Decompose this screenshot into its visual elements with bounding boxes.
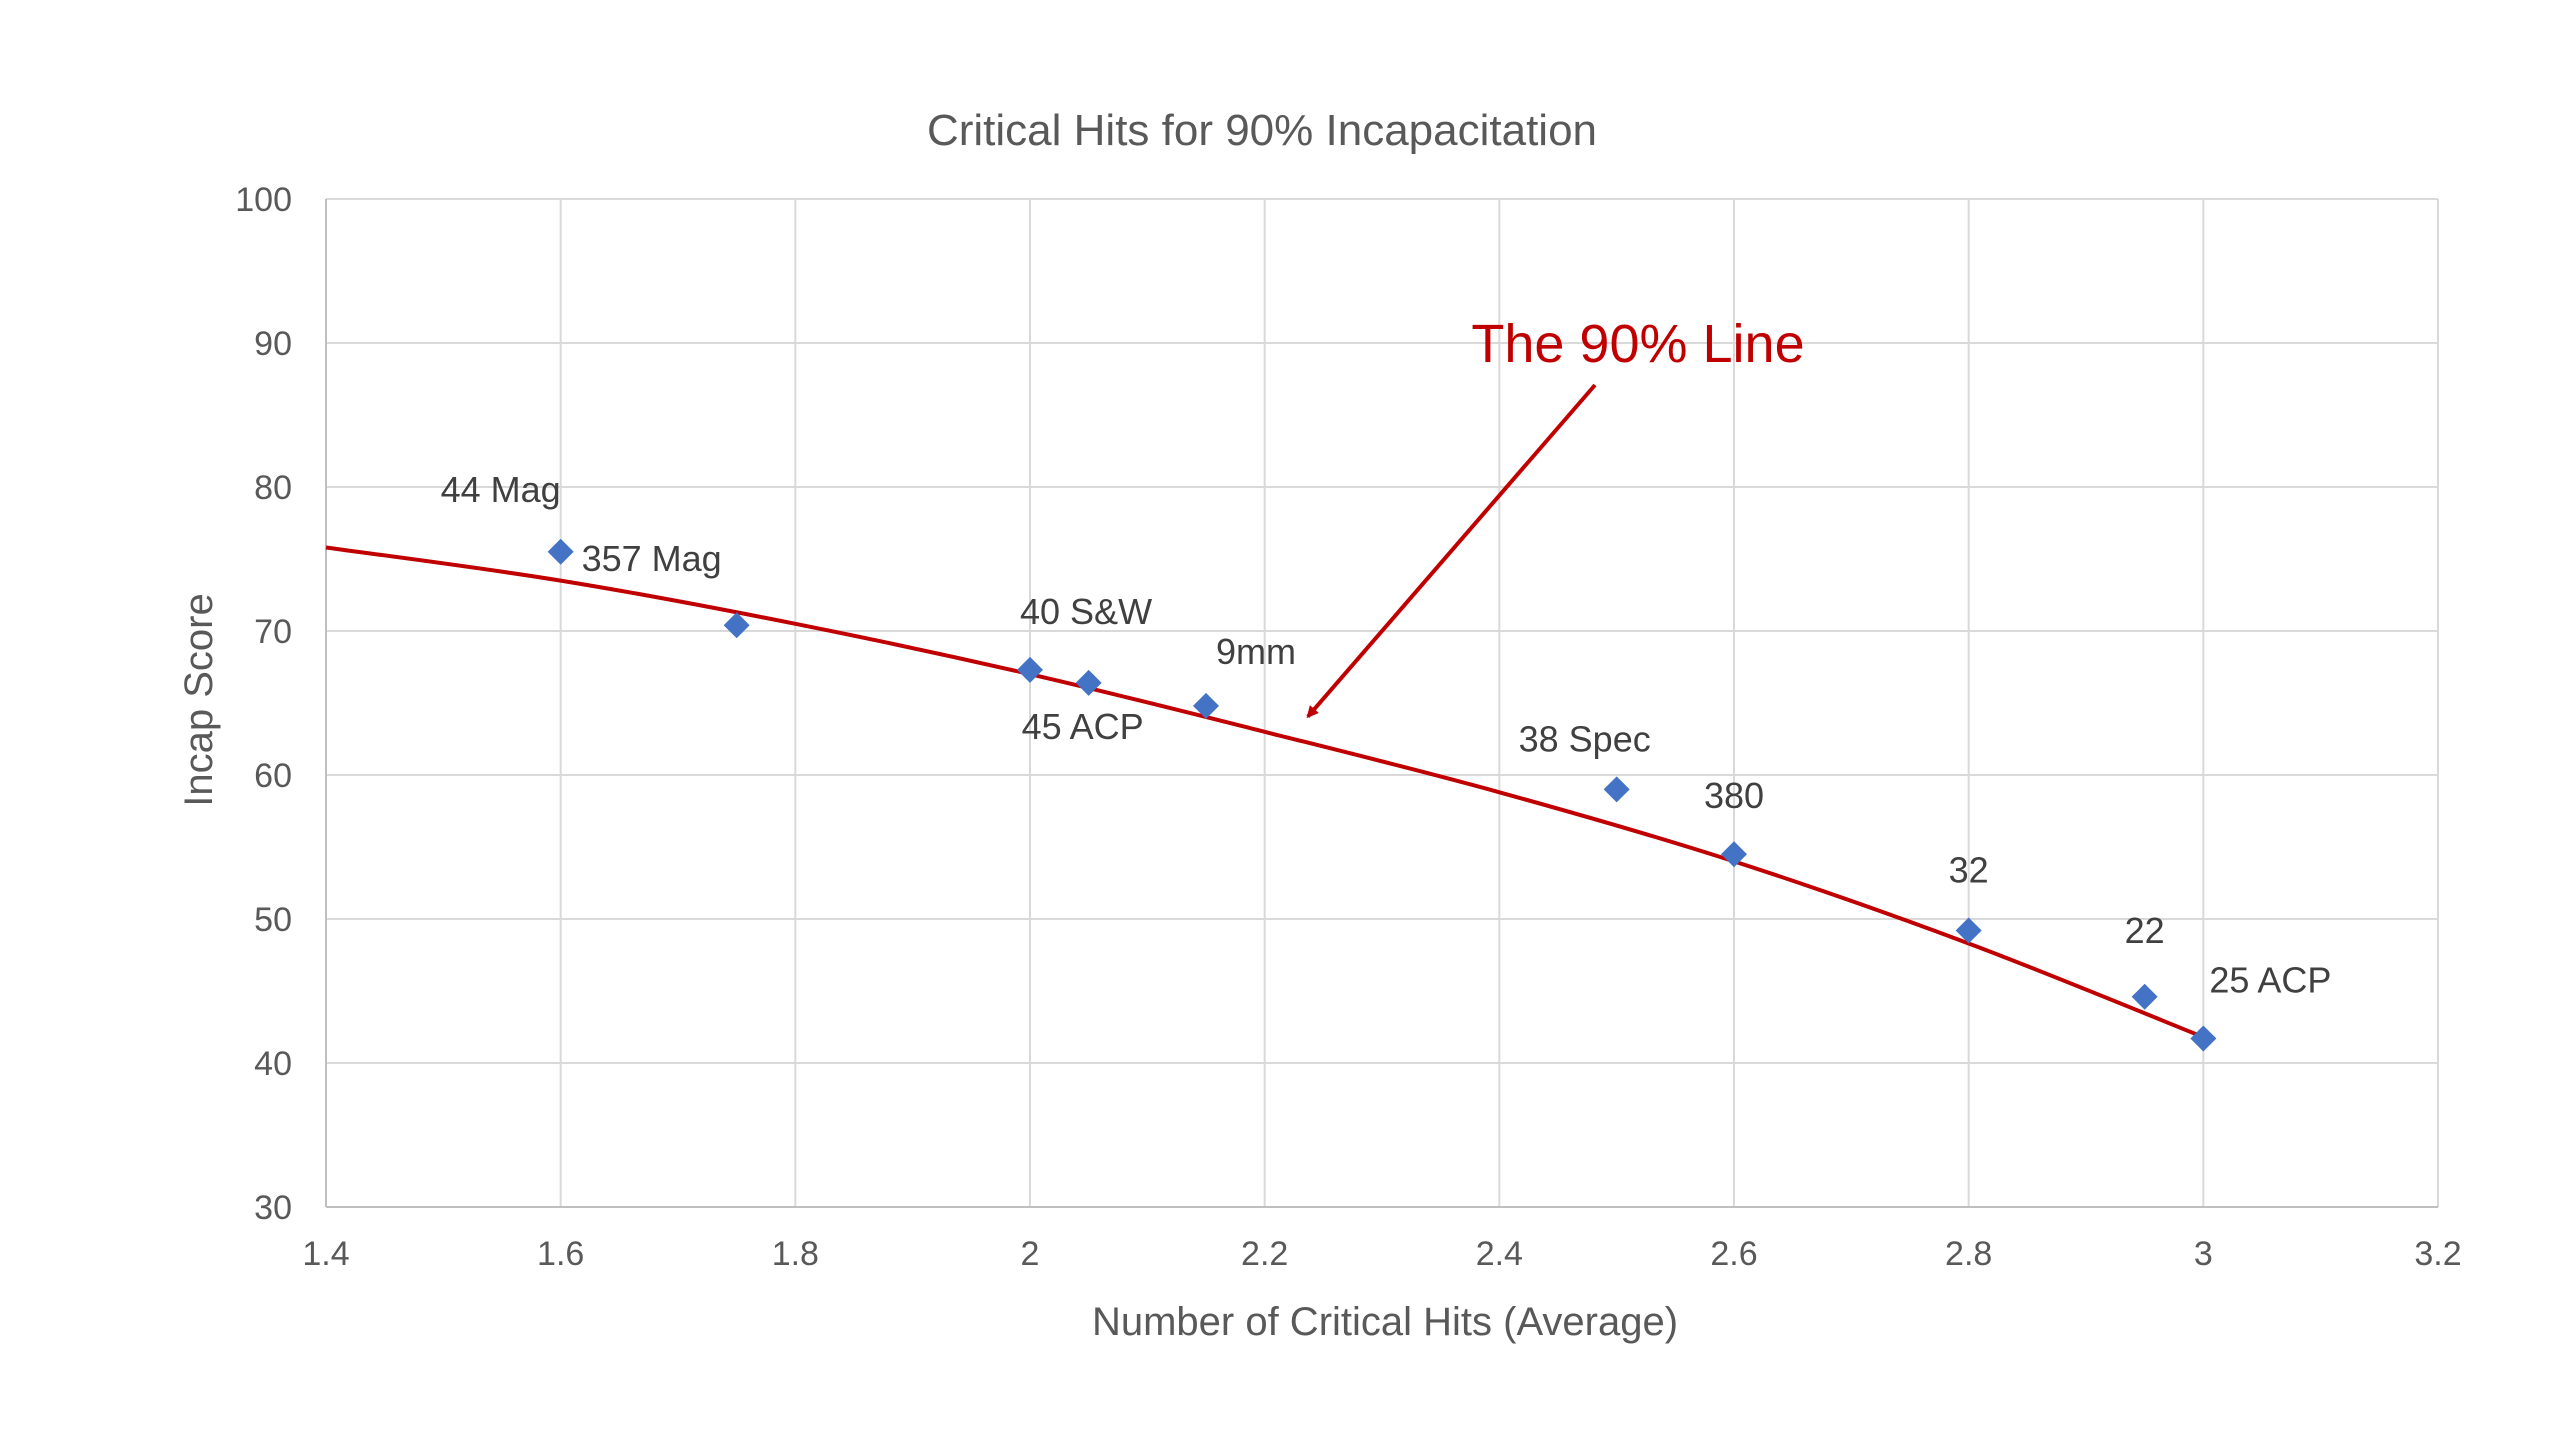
data-point-marker	[1017, 656, 1043, 683]
trendline	[325, 545, 2205, 1039]
data-point-label: 380	[1704, 775, 1764, 816]
data-point-marker	[1075, 669, 1102, 696]
data-point-marker	[2190, 1025, 2217, 1052]
x-axis-ticks: 1.4 1.6 1.8 2 2.2 2.4 2.6 2.8 3 3.2	[302, 1235, 2461, 1273]
x-tick-label: 1.6	[537, 1235, 584, 1273]
data-point-label: 32	[1949, 850, 1989, 891]
x-tick-label: 2	[1021, 1235, 1040, 1273]
chart-title: Critical Hits for 90% Incapacitation	[927, 106, 1597, 155]
data-point-label: 40 S&W	[1020, 591, 1152, 632]
data-labels: 44 Mag 357 Mag 40 S&W 45 ACP 9mm 38 Spec 380 32…	[441, 469, 2332, 1001]
data-points	[547, 538, 2217, 1052]
data-point-marker	[1721, 841, 1747, 868]
x-tick-label: 3.2	[2414, 1235, 2461, 1273]
y-tick-label: 90	[254, 325, 292, 363]
data-point-marker	[1955, 917, 1982, 944]
data-point-marker	[1193, 692, 1219, 719]
data-point-marker	[723, 612, 750, 639]
y-tick-label: 100	[235, 181, 292, 219]
data-point-label: 25 ACP	[2209, 960, 2331, 1001]
y-tick-label: 30	[254, 1189, 292, 1227]
x-tick-label: 2.2	[1241, 1235, 1288, 1273]
data-point-marker	[2131, 983, 2158, 1010]
x-tick-label: 1.8	[772, 1235, 819, 1273]
y-tick-label: 70	[254, 613, 292, 651]
data-point-label: 44 Mag	[441, 469, 561, 510]
data-point-label: 45 ACP	[1022, 706, 1144, 747]
data-point-label: 9mm	[1216, 631, 1296, 672]
y-tick-label: 60	[254, 757, 292, 795]
data-point-label: 22	[2125, 910, 2165, 951]
x-tick-label: 3	[2194, 1235, 2213, 1273]
x-axis-label: Number of Critical Hits (Average)	[1092, 1300, 1678, 1344]
annotation-arrow	[1306, 383, 1597, 719]
x-tick-label: 2.4	[1476, 1235, 1523, 1273]
gridlines	[326, 198, 2439, 1207]
data-point-marker	[1603, 776, 1630, 803]
y-axis-label: Incap Score	[177, 593, 221, 806]
y-tick-label: 80	[254, 469, 292, 507]
data-point-marker	[547, 538, 574, 565]
annotation-text: The 90% Line	[1471, 314, 1804, 374]
y-tick-label: 50	[254, 901, 292, 939]
y-axis-ticks: 30 40 50 60 70 80 90 100	[235, 181, 292, 1227]
x-tick-label: 2.6	[1710, 1235, 1757, 1273]
axes	[325, 199, 2438, 1208]
data-point-label: 357 Mag	[582, 538, 722, 579]
y-tick-label: 40	[254, 1045, 292, 1083]
x-tick-label: 2.8	[1945, 1235, 1992, 1273]
x-tick-label: 1.4	[302, 1235, 349, 1273]
data-point-label: 38 Spec	[1519, 718, 1651, 759]
